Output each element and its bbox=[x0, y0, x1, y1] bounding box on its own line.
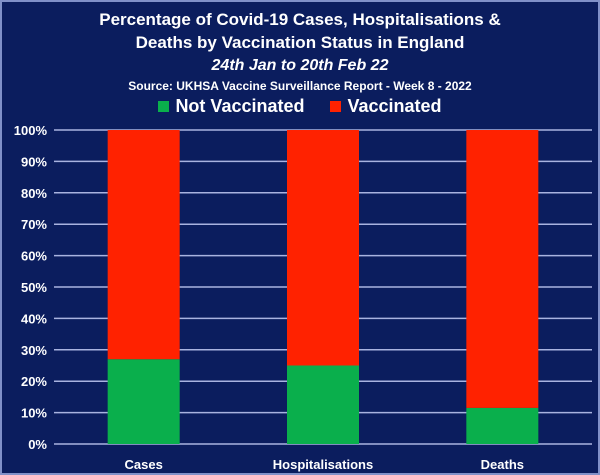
y-tick-label: 90% bbox=[21, 154, 47, 169]
bar-not-vaccinated-hospitalisations bbox=[287, 365, 359, 444]
x-tick-label: Cases bbox=[125, 457, 163, 472]
legend-swatch-vaccinated bbox=[330, 101, 342, 112]
legend-item-not-vaccinated: Not Vaccinated bbox=[158, 96, 304, 117]
y-tick-label: 100% bbox=[14, 123, 48, 138]
y-tick-label: 10% bbox=[21, 406, 47, 421]
bar-vaccinated-deaths bbox=[466, 130, 539, 408]
x-tick-label: Deaths bbox=[481, 457, 524, 472]
legend: Not Vaccinated Vaccinated bbox=[0, 96, 600, 117]
legend-item-vaccinated: Vaccinated bbox=[330, 96, 442, 117]
chart-title-line1: Percentage of Covid-19 Cases, Hospitalis… bbox=[99, 10, 501, 29]
bar-not-vaccinated-deaths bbox=[466, 407, 539, 444]
y-tick-label: 80% bbox=[21, 186, 47, 201]
chart-subtitle: 24th Jan to 20th Feb 22 bbox=[211, 57, 389, 74]
bar-vaccinated-hospitalisations bbox=[287, 130, 359, 366]
legend-swatch-not-vaccinated bbox=[158, 101, 170, 112]
legend-label-vaccinated: Vaccinated bbox=[347, 96, 442, 116]
chart-title-line2: Deaths by Vaccination Status in England bbox=[135, 33, 465, 52]
y-tick-label: 30% bbox=[21, 343, 47, 358]
y-tick-label: 20% bbox=[21, 374, 47, 389]
y-tick-label: 40% bbox=[21, 311, 47, 326]
y-tick-label: 70% bbox=[21, 217, 47, 232]
y-tick-label: 60% bbox=[21, 249, 47, 264]
bar-vaccinated-cases bbox=[107, 130, 180, 360]
legend-label-not-vaccinated: Not Vaccinated bbox=[175, 96, 305, 116]
y-tick-label: 0% bbox=[28, 437, 47, 452]
x-tick-label: Hospitalisations bbox=[273, 457, 373, 472]
y-tick-label: 50% bbox=[21, 280, 47, 295]
bar-not-vaccinated-cases bbox=[107, 359, 180, 444]
chart-source: Source: UKHSA Vaccine Surveillance Repor… bbox=[128, 79, 472, 93]
